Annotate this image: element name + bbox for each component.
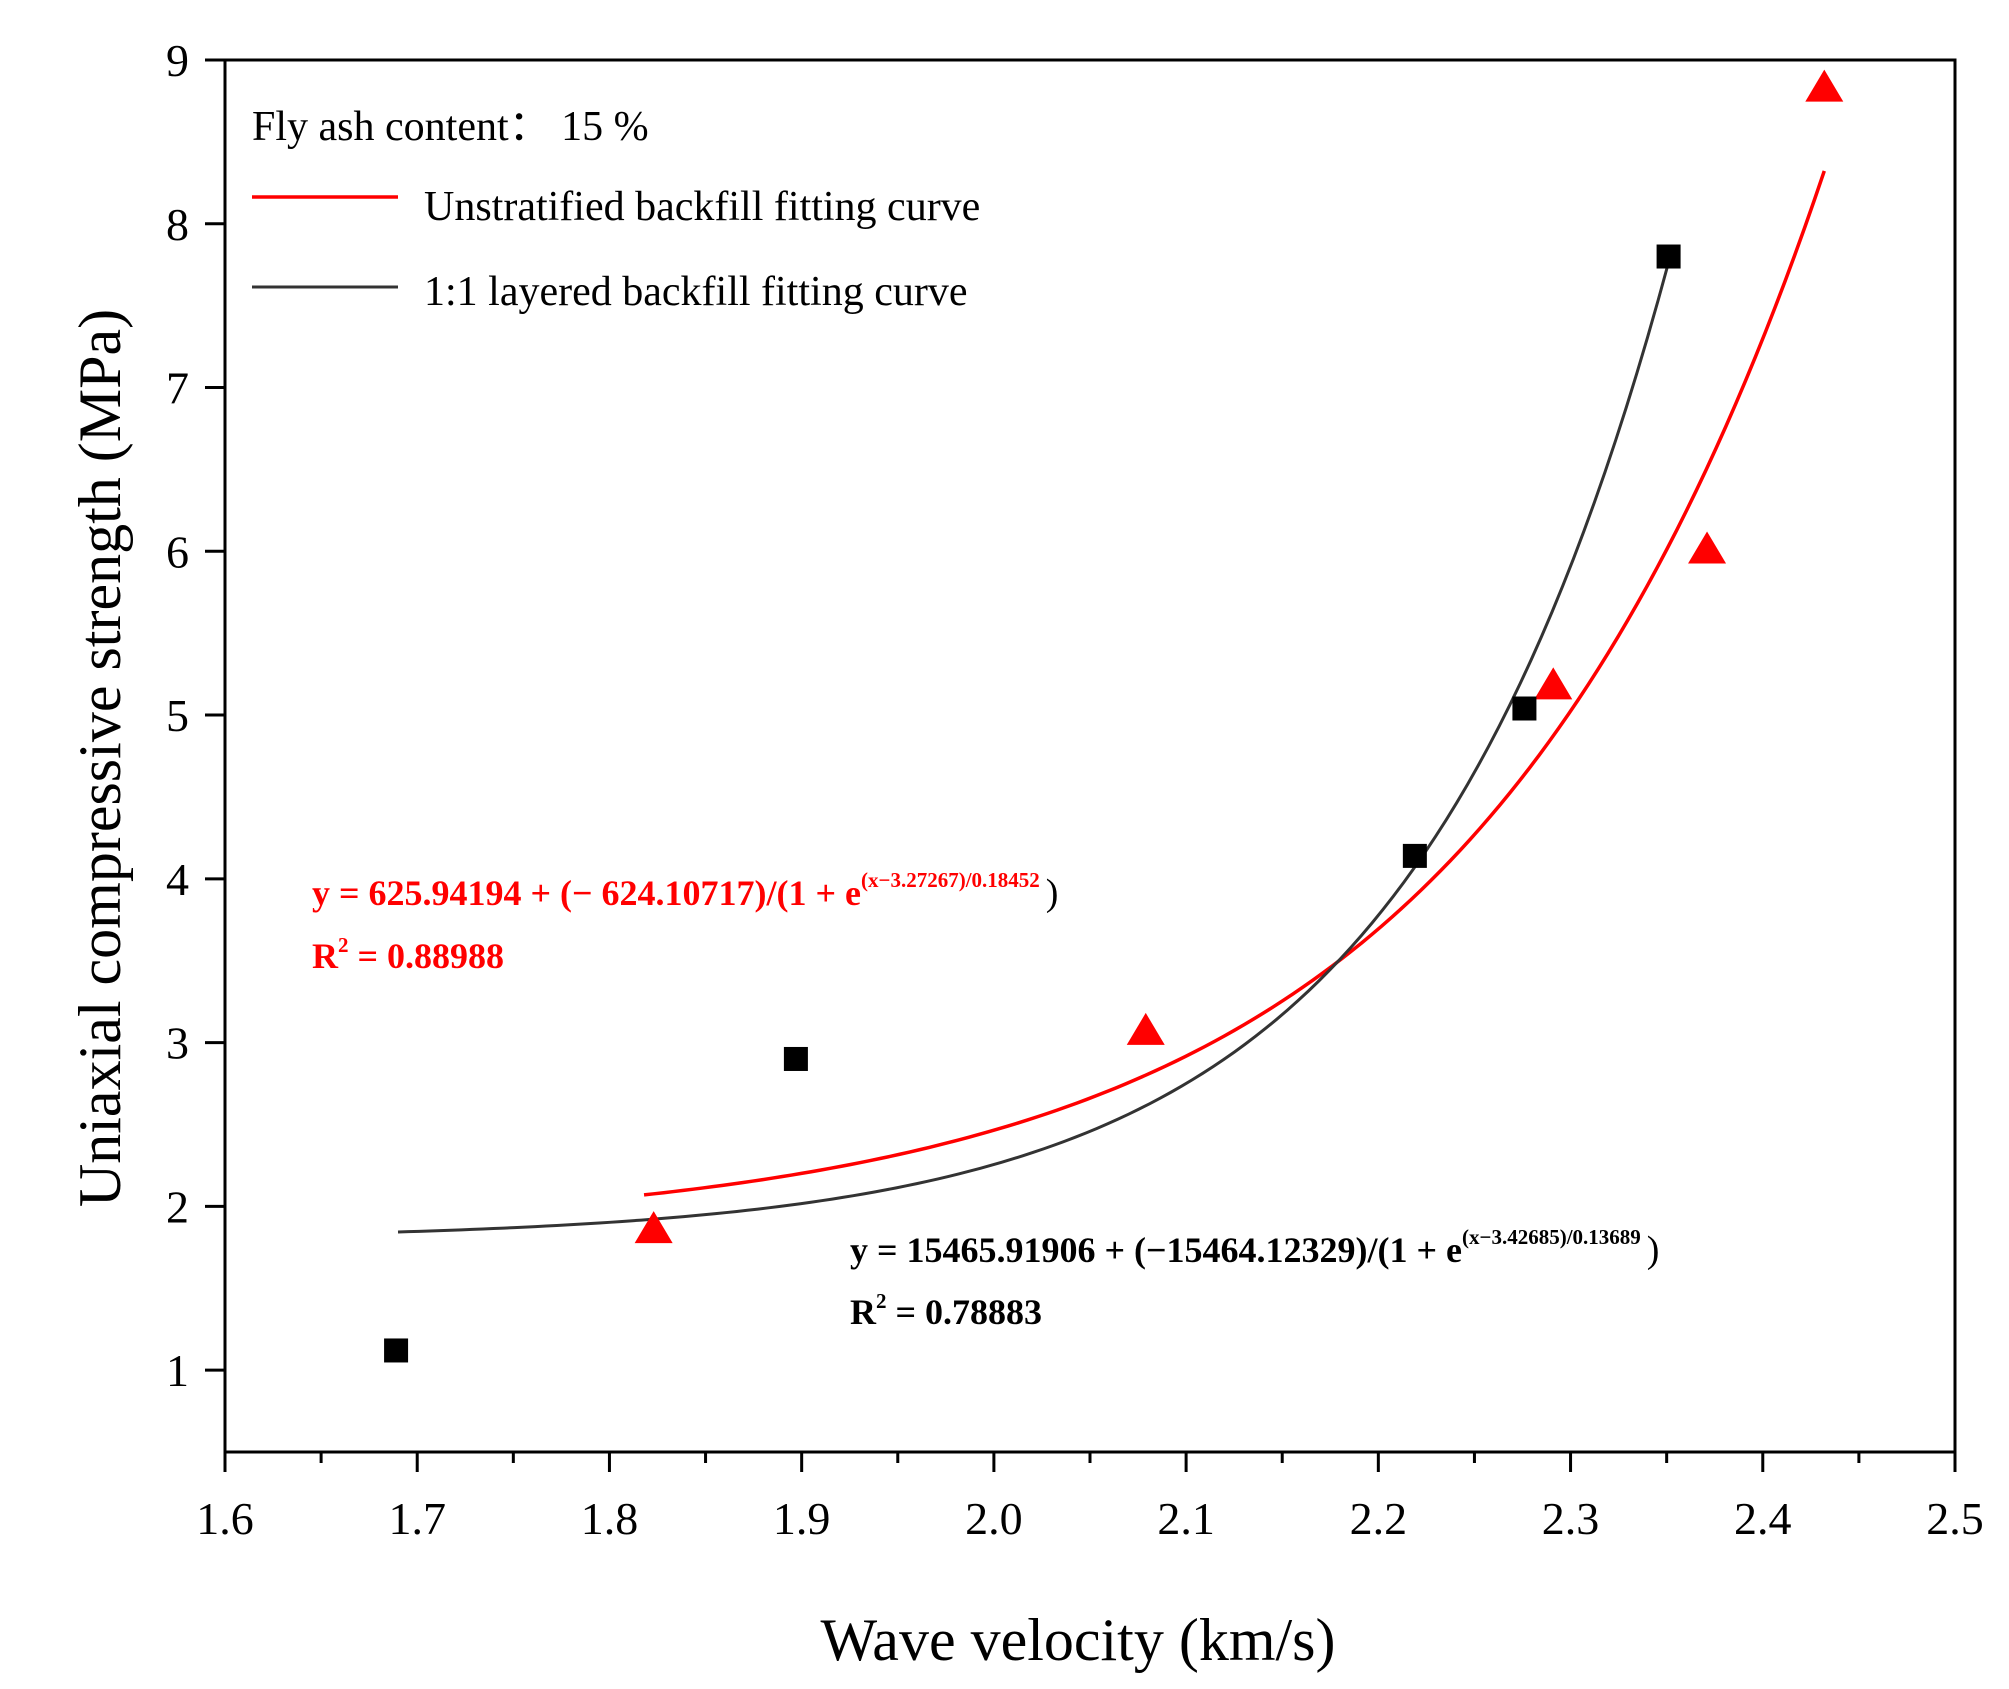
x-tick-label: 2.0 [965,1493,1023,1544]
x-axis-ticks: 1.6 1.7 1.8 1.9 2.0 2.1 2.2 2.3 2.4 2.5 [196,1452,1984,1544]
svg-text:R2 = 0.88988: R2 = 0.88988 [312,933,504,976]
unstratified-point [1534,667,1573,700]
eq-unstratified-exp: (x−3.27267)/0.18452 [861,868,1040,892]
y-tick-label: 3 [166,1018,189,1069]
x-tick-label: 2.2 [1350,1493,1408,1544]
y-tick-label: 2 [166,1181,189,1232]
y-tick-label: 7 [166,363,189,414]
x-tick-label: 2.1 [1157,1493,1215,1544]
eq-layered-exp: (x−3.42685)/0.13689 [1462,1225,1641,1249]
svg-text:y = 625.94194 + (− 624.10717)/: y = 625.94194 + (− 624.10717)/(1 + e(x−3… [312,868,1058,914]
layered-point [1656,244,1681,269]
x-tick-label: 2.4 [1734,1493,1792,1544]
unstratified-point [1805,69,1844,102]
y-tick-label: 4 [166,854,189,905]
x-tick-label: 1.9 [773,1493,831,1544]
eq-layered-main: y = 15465.91906 + (−15464.12329)/(1 + e [850,1230,1462,1270]
r2-unstratified-value: = 0.88988 [349,936,505,976]
x-axis-title: Wave velocity (km/s) [820,1607,1335,1673]
svg-text:y = 15465.91906 + (−15464.1232: y = 15465.91906 + (−15464.12329)/(1 + e(… [850,1225,1659,1271]
layered-point [384,1338,409,1363]
r2-layered-value: = 0.78883 [887,1292,1043,1332]
eq-unstratified-close: ) [1046,872,1059,914]
x-tick-label: 1.6 [196,1493,254,1544]
r2-layered-label: R [850,1292,877,1332]
y-axis-ticks: 1 2 3 4 5 6 7 8 9 [166,35,225,1396]
legend: Fly ash content： 15 % Unstratified backf… [252,104,980,315]
svg-text:R2 = 0.78883: R2 = 0.78883 [850,1289,1042,1332]
y-tick-label: 6 [166,526,189,577]
r2-layered-sup: 2 [876,1289,887,1313]
y-tick-label: 5 [166,690,189,741]
eq-unstratified-main: y = 625.94194 + (− 624.10717)/(1 + e [312,873,861,913]
eq-layered-close: ) [1647,1229,1660,1271]
y-axis-title: Uniaxial compressive strength (MPa) [67,309,133,1207]
r2-unstratified-sup: 2 [338,933,349,957]
layered-point [783,1046,808,1071]
unstratified-point [1126,1012,1165,1045]
x-tick-label: 2.5 [1926,1493,1984,1544]
equation-layered: y = 15465.91906 + (−15464.12329)/(1 + e(… [850,1225,1659,1332]
equation-unstratified: y = 625.94194 + (− 624.10717)/(1 + e(x−3… [312,868,1058,976]
layered-point [1402,843,1427,868]
data-markers [384,69,1844,1363]
x-tick-label: 2.3 [1542,1493,1600,1544]
unstratified-point [634,1211,673,1244]
x-tick-label: 1.7 [388,1493,446,1544]
layered-fit-curve [397,261,1671,1234]
r2-unstratified-label: R [312,936,339,976]
unstratified-point [1688,531,1727,564]
layered-point [1512,696,1537,721]
legend-label-layered: 1:1 layered backfill fitting curve [424,269,967,315]
x-tick-label: 1.8 [581,1493,639,1544]
y-tick-label: 1 [166,1345,189,1396]
legend-title: Fly ash content： 15 % [252,104,649,150]
legend-label-unstratified: Unstratified backfill fitting curve [424,184,980,230]
unstratified-fit-curve [643,170,1826,1197]
y-tick-label: 9 [166,35,189,86]
y-tick-label: 8 [166,199,189,250]
